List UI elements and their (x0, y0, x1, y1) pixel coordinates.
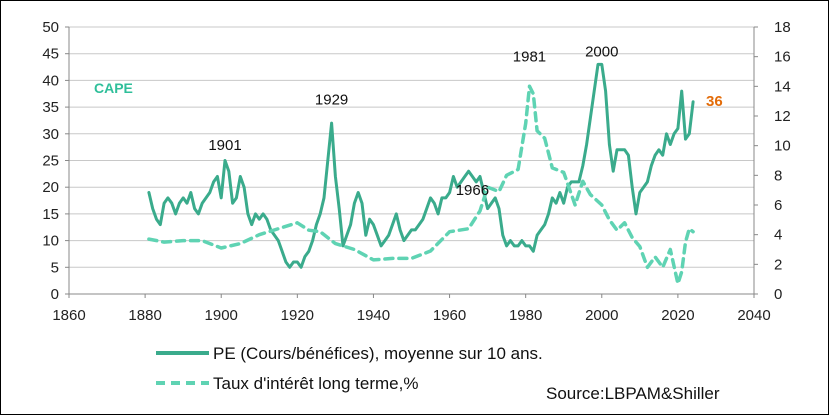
right-tick-label: 18 (774, 19, 791, 36)
x-tick-label: 1980 (509, 307, 542, 324)
annotation-2000: 2000 (585, 43, 618, 60)
right-axis-ticks: 0 2 4 6 8 10 12 14 16 18 (754, 19, 791, 303)
right-tick-label: 14 (774, 78, 791, 95)
left-tick-label: 40 (42, 72, 59, 89)
right-tick-label: 10 (774, 138, 791, 155)
right-tick-label: 0 (774, 286, 782, 303)
right-tick-label: 12 (774, 108, 791, 125)
pe-series-line (147, 62, 695, 269)
annotations: 1901 1929 1966 1981 2000 (208, 43, 618, 199)
x-tick-label: 2040 (737, 307, 770, 324)
right-tick-label: 2 (774, 256, 782, 273)
left-tick-label: 5 (51, 259, 59, 276)
legend-label-rate: Taux d'intérêt long terme,% (213, 374, 418, 393)
right-tick-label: 16 (774, 49, 791, 66)
left-tick-label: 30 (42, 126, 59, 143)
right-tick-label: 6 (774, 197, 782, 214)
left-tick-label: 50 (42, 19, 59, 36)
left-axis-ticks: 0 5 10 15 20 25 30 35 40 45 50 (42, 19, 69, 303)
x-tick-label: 1880 (128, 307, 161, 324)
annotation-1929: 1929 (315, 91, 348, 108)
x-tick-label: 1920 (281, 307, 314, 324)
x-tick-label: 1860 (52, 307, 85, 324)
left-tick-label: 10 (42, 233, 59, 250)
last-value-label: 36 (706, 93, 723, 110)
right-tick-label: 4 (774, 227, 782, 244)
annotation-1901: 1901 (208, 137, 241, 154)
left-tick-label: 25 (42, 153, 59, 170)
x-tick-label: 1960 (433, 307, 466, 324)
left-tick-label: 20 (42, 179, 59, 196)
annotation-1981: 1981 (513, 49, 546, 66)
annotation-1966: 1966 (456, 182, 489, 199)
x-axis-ticks: 1860 1880 1900 1920 1940 1960 1980 2000 2020 2040 (52, 294, 771, 324)
legend: PE (Cours/bénéfices), moyenne sur 10 ans… (156, 344, 543, 393)
left-tick-label: 0 (51, 286, 59, 303)
left-tick-label: 45 (42, 46, 59, 63)
right-tick-label: 8 (774, 167, 782, 184)
series-lines (147, 62, 695, 286)
x-tick-label: 1940 (357, 307, 390, 324)
left-tick-label: 15 (42, 206, 59, 223)
x-tick-label: 2000 (585, 307, 618, 324)
left-tick-label: 35 (42, 99, 59, 116)
x-tick-label: 2020 (661, 307, 694, 324)
source-label: Source:LBPAM&Shiller (546, 384, 720, 403)
x-tick-label: 1900 (205, 307, 238, 324)
interest-rate-series-line (147, 84, 695, 286)
legend-label-pe: PE (Cours/bénéfices), moyenne sur 10 ans… (213, 344, 543, 363)
cape-label: CAPE (94, 80, 133, 96)
